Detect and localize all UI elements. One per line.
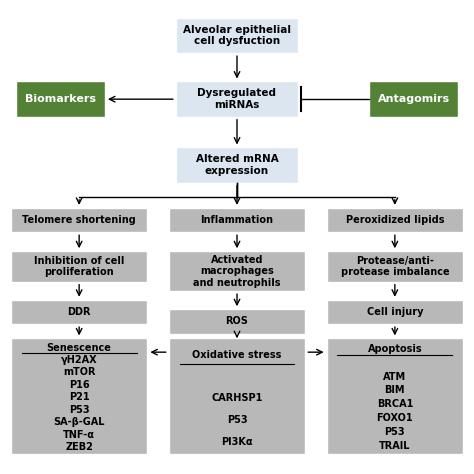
FancyBboxPatch shape	[327, 300, 463, 324]
Text: P21: P21	[69, 392, 90, 402]
Text: Inhibition of cell
proliferation: Inhibition of cell proliferation	[34, 255, 124, 277]
Text: Senescence: Senescence	[47, 343, 111, 353]
Text: γH2AX: γH2AX	[61, 355, 98, 365]
Text: SA-β-GAL: SA-β-GAL	[54, 417, 105, 427]
Text: Activated
macrophages
and neutrophils: Activated macrophages and neutrophils	[193, 255, 281, 288]
Text: mTOR: mTOR	[63, 367, 95, 377]
Text: Apoptosis: Apoptosis	[367, 344, 422, 354]
FancyBboxPatch shape	[327, 251, 463, 282]
FancyBboxPatch shape	[169, 309, 305, 334]
Text: Antagomirs: Antagomirs	[378, 94, 450, 104]
FancyBboxPatch shape	[11, 300, 147, 324]
Text: Protease/anti-
protease imbalance: Protease/anti- protease imbalance	[340, 255, 449, 277]
Text: P16: P16	[69, 380, 90, 390]
Text: CARHSP1: CARHSP1	[211, 393, 263, 403]
Text: ATM: ATM	[383, 372, 406, 382]
Text: Biomarkers: Biomarkers	[25, 94, 96, 104]
FancyBboxPatch shape	[169, 208, 305, 232]
FancyBboxPatch shape	[16, 82, 105, 117]
Text: Peroxidized lipids: Peroxidized lipids	[346, 215, 444, 225]
Text: ZEB2: ZEB2	[65, 442, 93, 452]
FancyBboxPatch shape	[11, 251, 147, 282]
Text: Oxidative stress: Oxidative stress	[192, 350, 282, 360]
FancyBboxPatch shape	[176, 82, 298, 117]
Text: TRAIL: TRAIL	[379, 441, 410, 451]
FancyBboxPatch shape	[169, 251, 305, 291]
Text: DDR: DDR	[67, 307, 91, 317]
Text: Dysregulated
miRNAs: Dysregulated miRNAs	[198, 88, 276, 110]
Text: Inflammation: Inflammation	[201, 215, 273, 225]
FancyBboxPatch shape	[11, 208, 147, 232]
Text: BRCA1: BRCA1	[377, 400, 413, 410]
Text: P53: P53	[227, 415, 247, 425]
Text: Altered mRNA
expression: Altered mRNA expression	[196, 155, 278, 176]
Text: P53: P53	[69, 405, 90, 415]
Text: ROS: ROS	[226, 316, 248, 326]
Text: PI3Kα: PI3Kα	[221, 437, 253, 447]
FancyBboxPatch shape	[11, 338, 147, 454]
Text: Alveolar epithelial
cell dysfuction: Alveolar epithelial cell dysfuction	[183, 25, 291, 46]
FancyBboxPatch shape	[327, 208, 463, 232]
Text: BIM: BIM	[384, 385, 405, 395]
Text: P53: P53	[384, 427, 405, 437]
Text: Cell injury: Cell injury	[366, 307, 423, 317]
Text: FOXO1: FOXO1	[376, 413, 413, 423]
FancyBboxPatch shape	[176, 18, 298, 53]
Text: TNF-α: TNF-α	[63, 429, 95, 439]
FancyBboxPatch shape	[327, 338, 463, 454]
Text: Telomere shortening: Telomere shortening	[22, 215, 136, 225]
FancyBboxPatch shape	[176, 147, 298, 183]
FancyBboxPatch shape	[369, 82, 458, 117]
FancyBboxPatch shape	[169, 338, 305, 454]
